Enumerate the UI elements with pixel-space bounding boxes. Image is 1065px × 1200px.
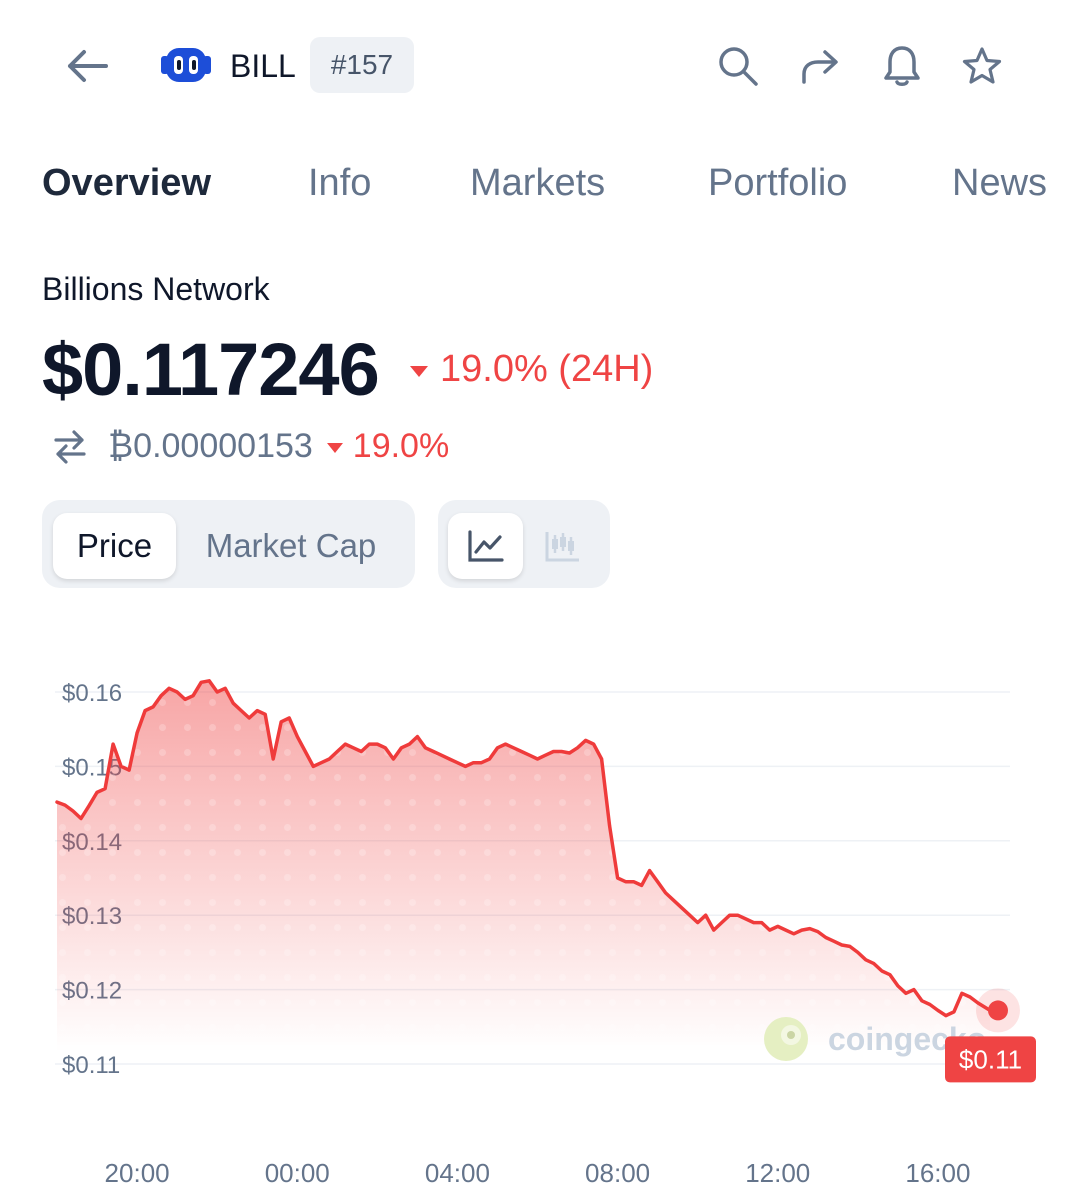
current-price-label-text: $0.11 — [959, 1044, 1022, 1074]
btc-change: 19.0% — [326, 426, 450, 466]
tab-news[interactable]: News — [952, 162, 1048, 204]
x-tick-label: 00:00 — [265, 1158, 330, 1188]
current-price-label: $0.11 — [945, 1036, 1036, 1083]
candlestick-button[interactable] — [530, 513, 595, 579]
share-button[interactable] — [794, 40, 846, 92]
coin-ticker: BILL — [230, 48, 296, 84]
price-toggle-button[interactable]: Price — [53, 513, 176, 579]
tab-portfolio[interactable]: Portfolio — [708, 162, 848, 204]
line-chart-icon — [467, 530, 504, 562]
tab-markets[interactable]: Markets — [470, 162, 606, 204]
market-cap-toggle-button[interactable]: Market Cap — [205, 527, 377, 564]
y-tick-label: $0.16 — [62, 680, 122, 707]
favorite-button[interactable] — [956, 40, 1008, 92]
price-change-24h: 19.0% (24H) — [410, 344, 653, 394]
x-tick-label: 20:00 — [105, 1158, 170, 1188]
btc-price-row: ₿0.00000153 19.0% — [52, 424, 449, 468]
current-price: $0.117246 — [42, 328, 380, 411]
x-tick-label: 04:00 — [425, 1158, 490, 1188]
line-chart-button[interactable] — [448, 513, 523, 579]
candlestick-icon — [545, 532, 579, 562]
tab-overview[interactable]: Overview — [42, 162, 211, 204]
rank-badge: #157 — [310, 37, 414, 93]
down-triangle-icon — [326, 443, 343, 453]
y-tick-label: $0.11 — [62, 1052, 120, 1079]
coin-name: Billions Network — [42, 271, 270, 307]
price-chart: $0.16$0.15$0.14$0.13$0.12$0.11 coingecko… — [55, 679, 1036, 1188]
alert-button[interactable] — [876, 40, 928, 92]
btc-price: ₿0.00000153 — [108, 426, 313, 465]
price-line — [55, 679, 992, 1018]
coin-logo — [161, 48, 211, 82]
search-icon — [719, 47, 758, 86]
area-dot-pattern — [57, 680, 990, 1052]
search-button[interactable] — [712, 40, 764, 92]
btc-change-value: 19.0% — [352, 426, 450, 465]
bell-icon — [884, 46, 920, 86]
x-tick-label: 08:00 — [585, 1158, 650, 1188]
price-change-value: 19.0% (24H) — [440, 348, 654, 390]
x-tick-label: 16:00 — [905, 1158, 970, 1188]
swap-icon[interactable] — [52, 428, 88, 464]
x-tick-label: 12:00 — [745, 1158, 810, 1188]
back-button[interactable] — [58, 40, 114, 92]
back-arrow-icon — [68, 50, 108, 82]
current-point — [987, 1000, 1008, 1021]
down-triangle-icon — [410, 365, 428, 377]
star-icon — [962, 47, 1002, 84]
tab-info[interactable]: Info — [308, 162, 372, 204]
share-icon — [802, 50, 838, 84]
